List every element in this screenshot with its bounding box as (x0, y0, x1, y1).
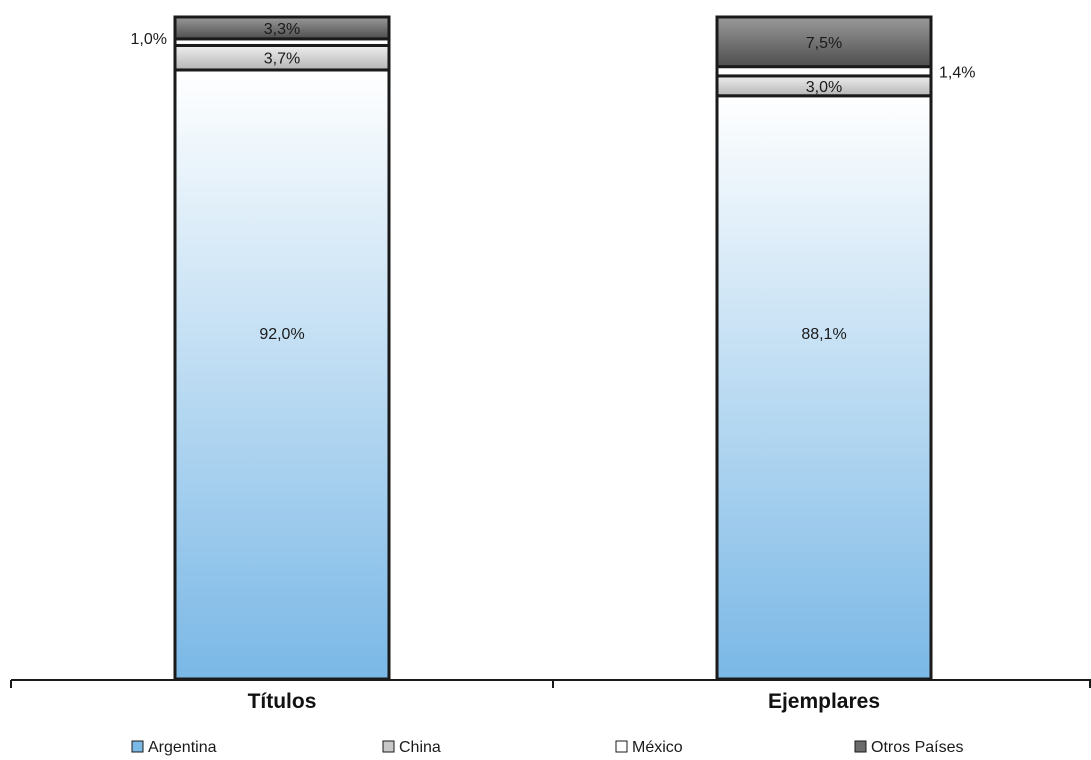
data-label-titulos-mexico: 1,0% (131, 31, 167, 48)
bar-segment-ejemplares-otros-paises (715, 15, 933, 69)
bar-segment-titulos-china (173, 43, 391, 72)
data-label-ejemplares-china: 3,0% (806, 79, 842, 96)
legend-item-mexico: México (615, 739, 683, 756)
legend-item-otros-paises: Otros Países (854, 739, 963, 756)
bar-segment-ejemplares-argentina (715, 94, 933, 681)
data-label-titulos-argentina: 92,0% (259, 326, 304, 343)
x-axis: Títulos Ejemplares (10, 679, 1091, 713)
legend-swatch-argentina (131, 740, 144, 753)
data-label-titulos-otros-paises: 3,3% (264, 21, 300, 38)
legend: Argentina China México Otros Países (131, 739, 963, 756)
legend-label-argentina: Argentina (148, 739, 217, 756)
bar-segment-titulos-otros-paises (173, 15, 391, 41)
legend-item-argentina: Argentina (131, 739, 217, 756)
legend-item-china: China (382, 739, 441, 756)
x-tick-label-ejemplares: Ejemplares (768, 690, 880, 713)
bar-segment-titulos-argentina (173, 68, 391, 681)
legend-label-mexico: México (632, 739, 683, 756)
data-label-ejemplares-otros-paises: 7,5% (806, 35, 842, 52)
legend-label-china: China (399, 739, 441, 756)
legend-swatch-mexico (615, 740, 628, 753)
legend-swatch-china (382, 740, 395, 753)
x-tick-label-titulos: Títulos (248, 690, 317, 713)
legend-swatch-otros-paises (854, 740, 867, 753)
data-label-ejemplares-mexico: 1,4% (939, 64, 975, 81)
legend-label-otros-paises: Otros Países (871, 739, 963, 756)
data-label-ejemplares-argentina: 88,1% (801, 326, 846, 343)
bars-layer: 92,0% 3,7% 1,0% 3,3% 88,1% 3,0% 1,4% 7,5% (131, 15, 975, 681)
data-label-titulos-china: 3,7% (264, 51, 300, 68)
